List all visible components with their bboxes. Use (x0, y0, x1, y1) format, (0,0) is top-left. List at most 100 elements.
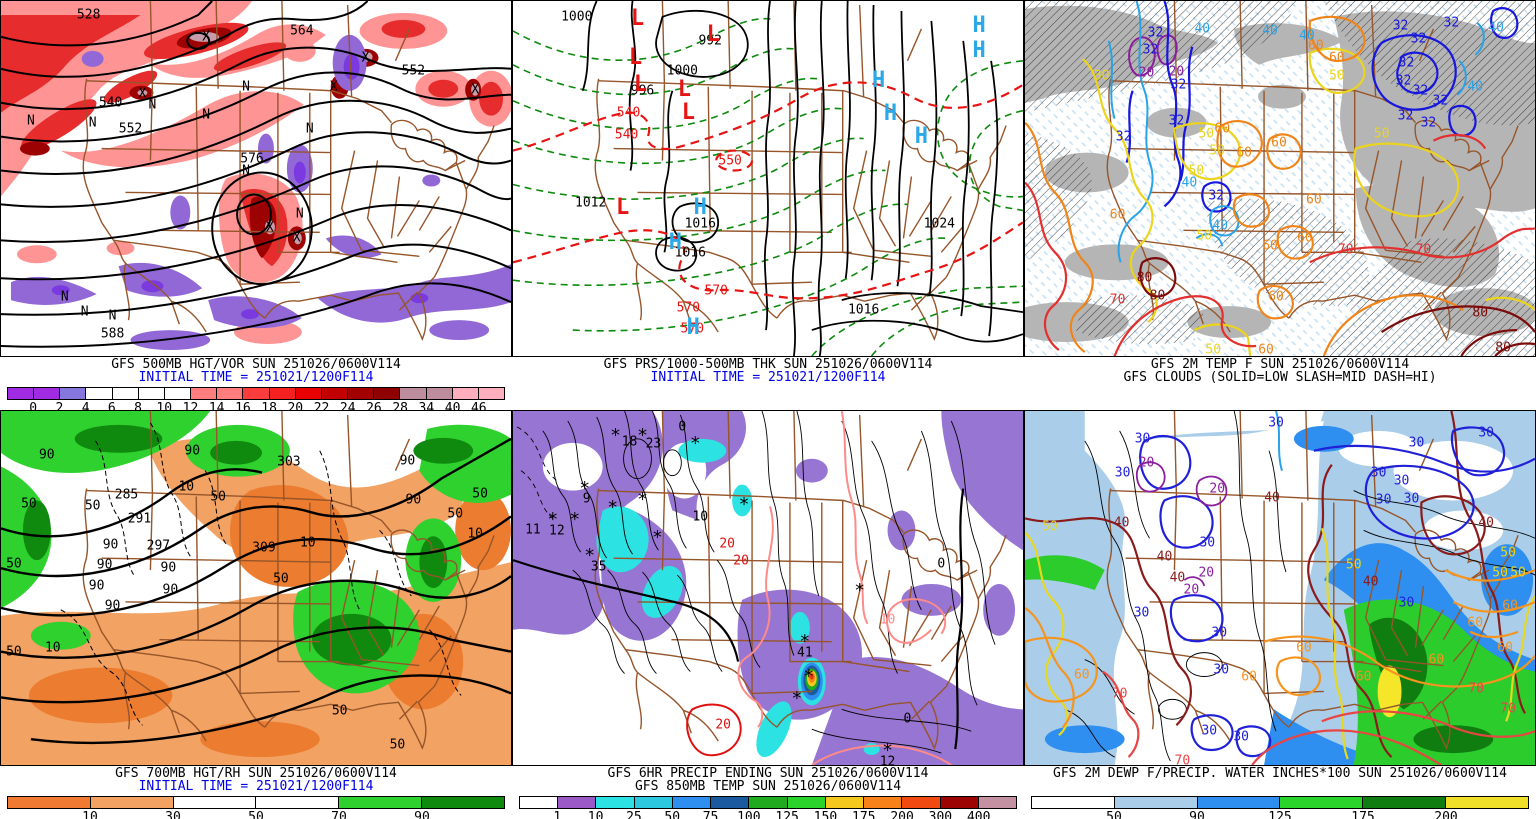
height-contours (1, 1, 511, 348)
colorbar-segment (422, 797, 504, 808)
colorbar-label: 50 (248, 810, 264, 819)
panel-title: GFS 700MB HGT/RH SUN 251026/0600V114 (115, 766, 397, 781)
vorticity-shading (1, 1, 511, 351)
colorbar-segment (902, 797, 941, 808)
colorbar-label: 70 (331, 810, 347, 819)
colorbar-segment (34, 388, 61, 399)
colorbar-segment (164, 388, 192, 399)
colorbar-label: 2 (55, 401, 64, 410)
init-time: INITIAL TIME = 251021/1200F114 (650, 370, 886, 385)
map-mslp-thickness: 1000 992 1000 996 1012 1016 1016 1024 1016 540 540… (512, 0, 1024, 357)
colorbar-segment (1280, 797, 1364, 808)
colorbar-label: 10 (156, 401, 173, 410)
caption-block: GFS 2M DEWP F/PRECIP. WATER INCHES*100 S… (1024, 766, 1536, 794)
colorbar-label: 34 (418, 401, 435, 410)
colorbar-segment (478, 388, 504, 399)
warm-temp-contour (737, 411, 952, 765)
colorbar-label: 40 (444, 401, 461, 410)
colorbar-label: 25 (626, 810, 642, 819)
colorbar-segment (634, 797, 673, 808)
caption-block: GFS 2M TEMP F SUN 251026/0600V114 GFS CL… (1024, 357, 1536, 385)
dewpoint-contours (1025, 411, 1535, 765)
precip-colorbar: 1 10 25 50 75 100 125 150 175 200 300 400 (519, 796, 1017, 819)
height-contours (1, 437, 511, 744)
dewpoint-colorbar: 50 90 125 175 200 (1031, 796, 1529, 819)
colorbar-segment (787, 797, 826, 808)
init-time: INITIAL TIME = 251021/1200F114 (138, 370, 374, 385)
map-graphic-500mb (1, 1, 511, 351)
panel-mslp-thickness: 1000 992 1000 996 1012 1016 1016 1024 1016 540 540… (512, 0, 1024, 410)
pwat-contours (1064, 411, 1535, 762)
colorbar-label: 10 (587, 810, 604, 819)
colorbar-segment (60, 388, 87, 399)
colorbar-segment (940, 797, 979, 808)
colorbar-segment (8, 797, 91, 808)
colorbar-segment (978, 797, 1017, 808)
colorbar-label: 26 (366, 401, 382, 410)
colorbar-label: 300 (928, 810, 953, 819)
colorbar-segment (256, 797, 340, 808)
colorbar-label: 20 (287, 401, 304, 410)
colorbar-label: 22 (313, 401, 330, 410)
map-graphic-precip (513, 411, 1023, 765)
colorbar-segment (217, 388, 244, 399)
rh-shading (1, 411, 511, 765)
colorbar-segment (711, 797, 750, 808)
panel-title: GFS 500MB HGT/VOR SUN 251026/0600V114 (111, 357, 401, 372)
panel-700mb-height-rh: 285 291 297 303 309 90 90 90 90 90 90 90 90 90 90 50 50 5… (0, 410, 512, 819)
colorbar-segment (339, 797, 423, 808)
colorbar-segment (596, 797, 635, 808)
colorbar-segment (825, 797, 865, 808)
map-6hr-precip: 18 23 9 10 11 12 35 41 12 0 0 0 * * * * * * * * * * * * * * * * 10 20… (512, 410, 1024, 766)
colorbar-label: 10 (82, 810, 98, 819)
caption-block: GFS 500MB HGT/VOR SUN 251026/0600V114 IN… (0, 357, 512, 385)
colorbar-segment (1197, 797, 1281, 808)
colorbar-segment (452, 388, 479, 399)
colorbar-segment (672, 797, 712, 808)
freezing-line (513, 488, 965, 750)
colorbar-label: 0 (29, 401, 38, 410)
colorbar-segment (295, 388, 322, 399)
colorbar-label: 12 (182, 401, 199, 410)
map-2m-dewpoint: 30 30 30 30 30 30 30 30 30 30 30 30 30 30 30 30 20 20 20 20… (1024, 410, 1536, 766)
colorbar-segment (86, 388, 113, 399)
colorbar-label: 8 (134, 401, 142, 410)
colorbar-label: 50 (664, 810, 681, 819)
precip-bullseye (797, 657, 826, 706)
colorbar-segment (173, 797, 257, 808)
pressure-contours (581, 1, 1023, 356)
colorbar-label: 14 (208, 401, 225, 410)
colorbar-segment (269, 388, 296, 399)
map-700mb-height-rh: 285 291 297 303 309 90 90 90 90 90 90 90 90 90 90 50 50 5… (0, 410, 512, 766)
colorbar-label: 150 (813, 810, 838, 819)
map-graphic-700mb (1, 411, 511, 765)
panel-subtitle: GFS 850MB TEMP SUN 251026/0600V114 (634, 779, 902, 794)
colorbar-label: 18 (261, 401, 277, 410)
colorbar-label: 125 (775, 810, 799, 819)
colorbar-segment (138, 388, 165, 399)
colorbar-label: 16 (235, 401, 251, 410)
rh-colorbar: 10 30 50 70 90 (7, 796, 505, 819)
panel-title: GFS PRS/1000-500MB THK SUN 251026/0600V1… (603, 357, 933, 372)
map-graphic-dewpoint (1025, 411, 1535, 765)
colorbar-segment (426, 388, 453, 399)
colorbar-label: 100 (737, 810, 761, 819)
panel-2m-temp-clouds: 40 40 40 40 40 40 40 32 32 32 32 32 32 32 32 32 32 32 32 32… (1024, 0, 1536, 410)
panel-2m-dewpoint-pwat: 30 30 30 30 30 30 30 30 30 30 30 30 30 30 30 30 20 20 20 20… (1024, 410, 1536, 819)
panel-title: GFS 2M DEWP F/PRECIP. WATER INCHES*100 S… (1053, 766, 1507, 781)
colorbar-segment (243, 388, 270, 399)
map-2m-temp-clouds: 40 40 40 40 40 40 40 32 32 32 32 32 32 32 32 32 32 32 32 32… (1024, 0, 1536, 357)
colorbar-segment (374, 388, 401, 399)
colorbar-label: 46 (470, 401, 487, 410)
colorbar-segment (191, 388, 218, 399)
colorbar-label: 1 (553, 810, 562, 819)
colorbar-label: 90 (1189, 810, 1205, 819)
colorbar-label: 90 (414, 810, 430, 819)
colorbar-segment (1363, 797, 1447, 808)
colorbar-label: 24 (339, 401, 356, 410)
colorbar-label: 125 (1268, 810, 1292, 819)
colorbar-label: 400 (966, 810, 991, 819)
colorbar-segment (864, 797, 903, 808)
panel-title: GFS 6HR PRECIP ENDING SUN 251026/0600V11… (607, 766, 929, 781)
